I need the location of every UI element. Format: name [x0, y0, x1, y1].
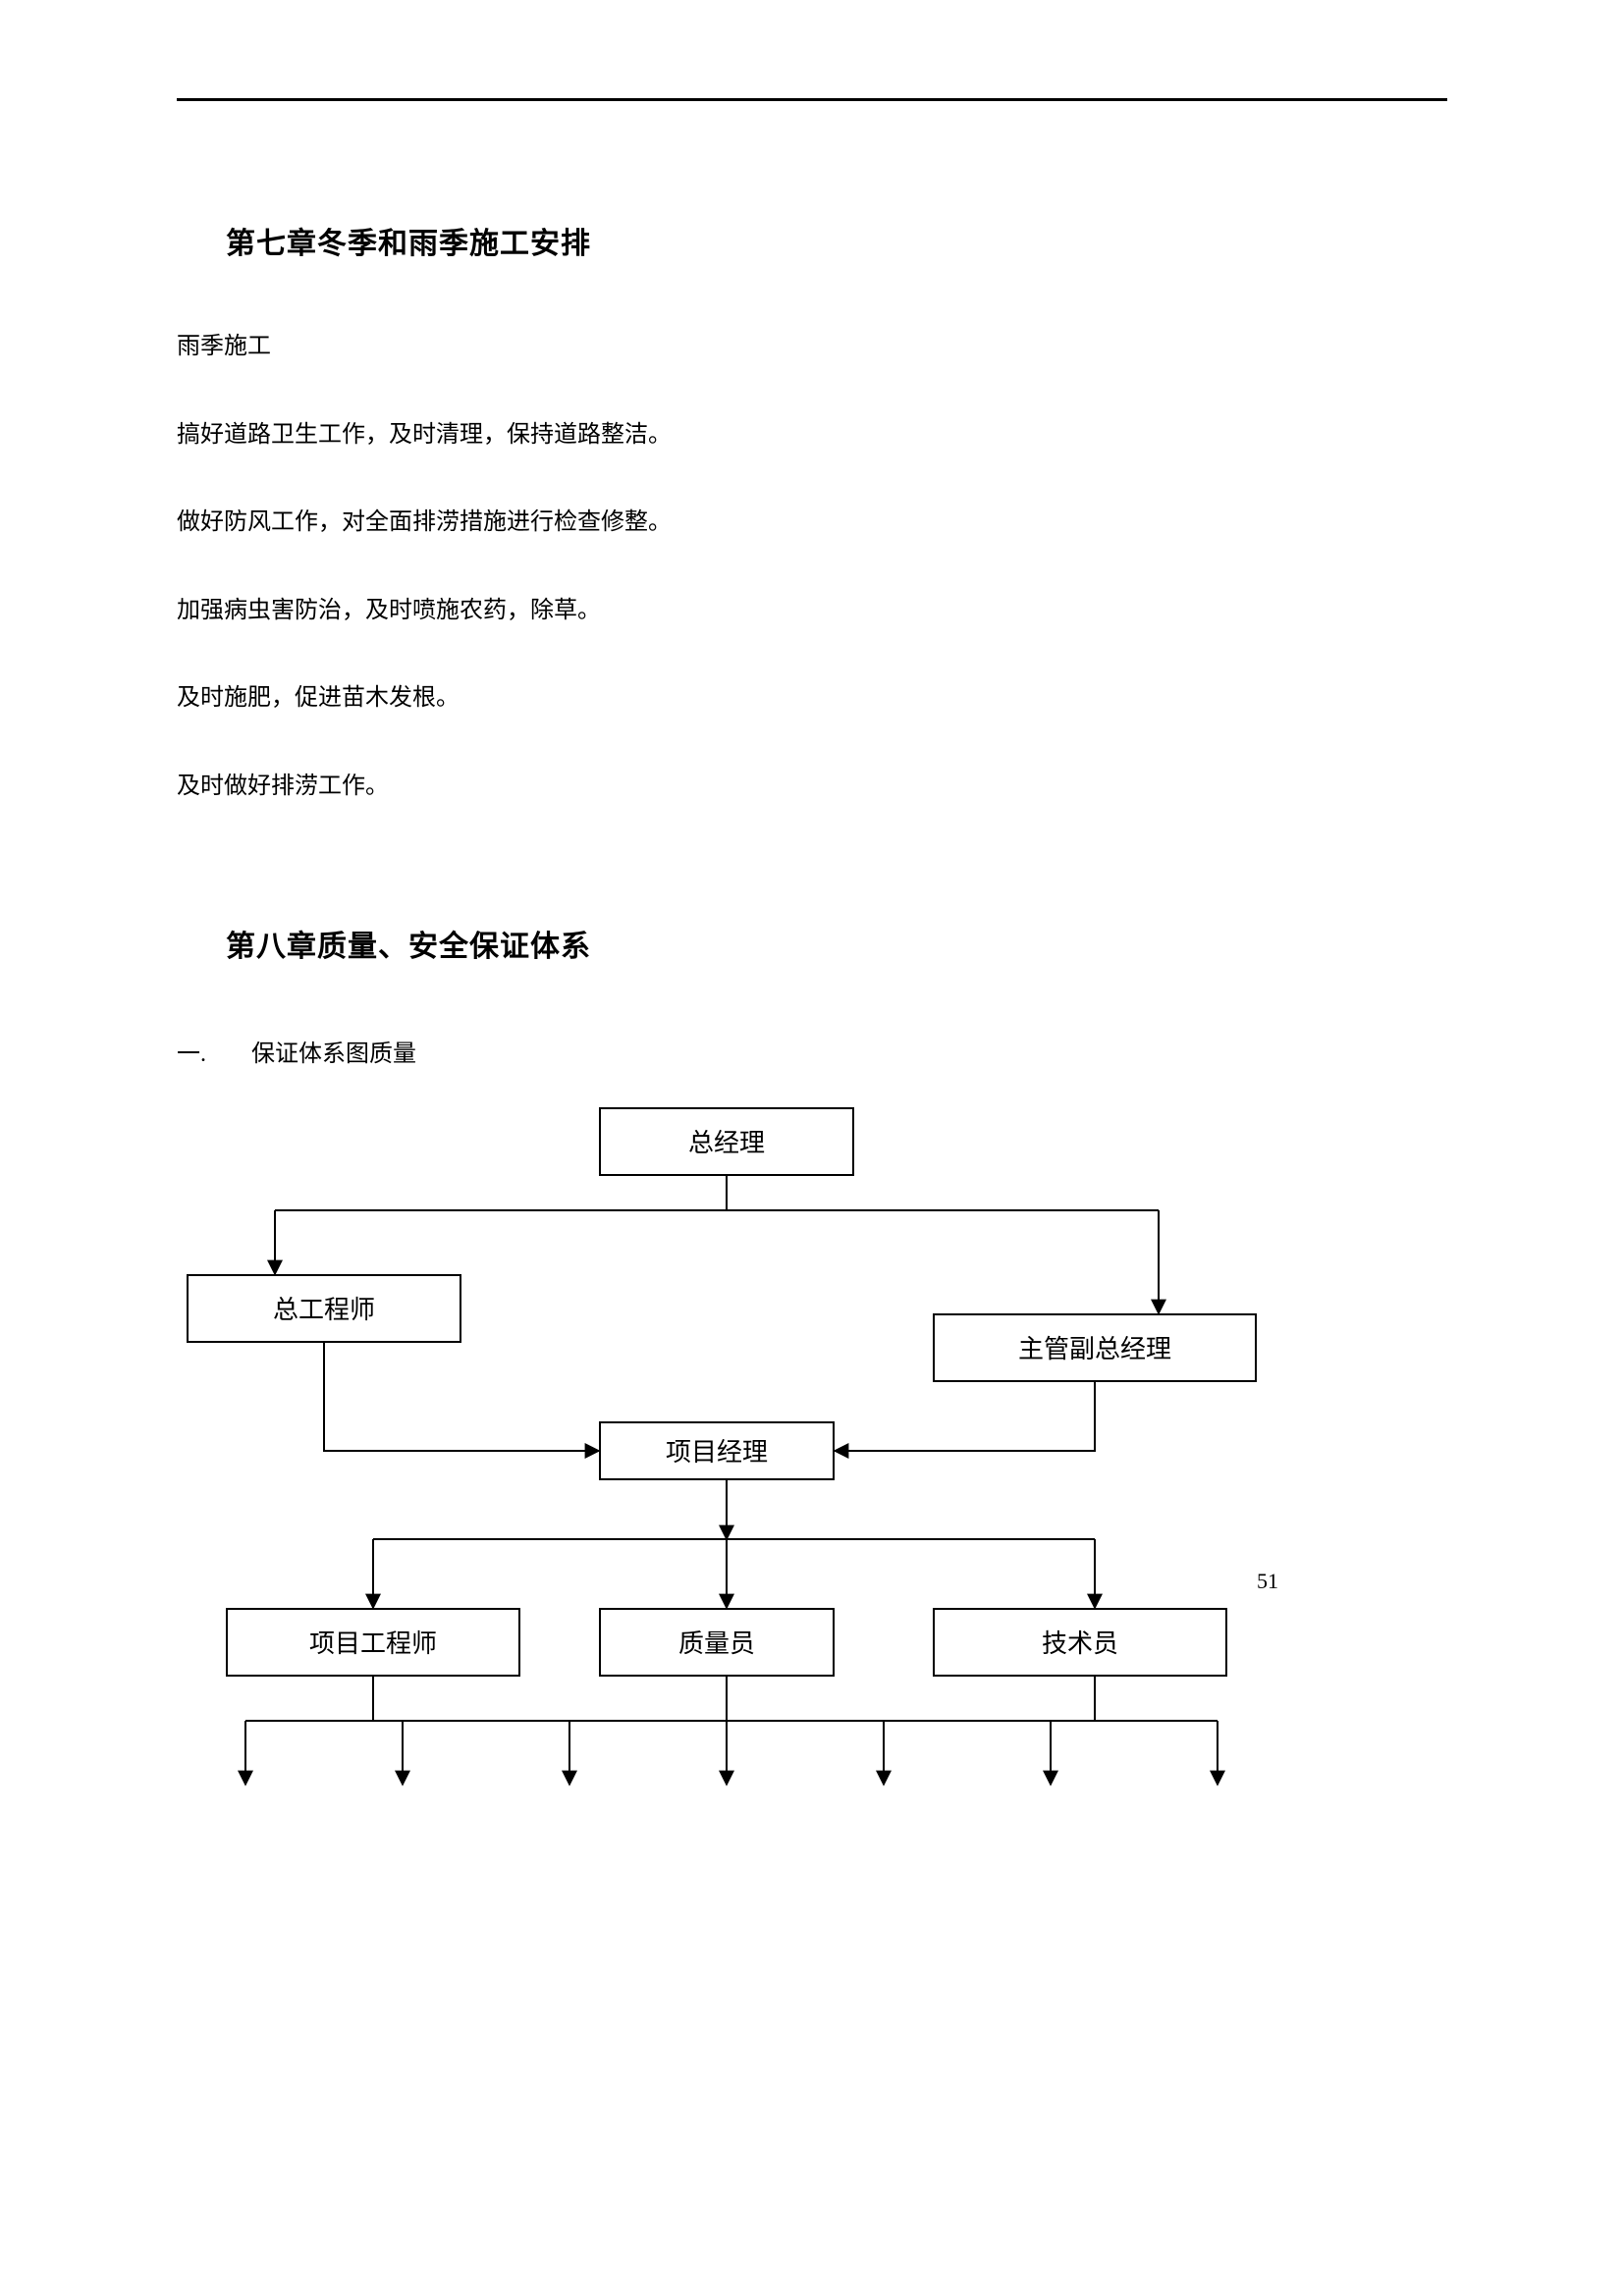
- flow-node-quality: 质量员: [599, 1608, 835, 1677]
- list-item: 一. 保证体系图质量: [177, 1034, 1447, 1068]
- list-label: 保证体系图质量: [251, 1041, 416, 1067]
- paragraph: 及时施肥，促进苗木发根。: [177, 682, 1447, 716]
- paragraph: 及时做好排涝工作。: [177, 771, 1447, 804]
- page-number: 51: [1257, 1569, 1278, 1594]
- chapter7-subtitle: 雨季施工: [177, 331, 1447, 364]
- flow-node-gm: 总经理: [599, 1107, 854, 1176]
- flow-node-chief_eng: 总工程师: [187, 1274, 461, 1343]
- quality-flowchart: 总经理总工程师主管副总经理项目经理项目工程师 质量员 技术员 51: [177, 1107, 1447, 1991]
- flowchart-edges: [177, 1107, 1447, 1991]
- flow-node-pm: 项目经理: [599, 1421, 835, 1480]
- paragraph: 加强病虫害防治，及时喷施农药，除草。: [177, 595, 1447, 628]
- paragraph: 做好防风工作，对全面排涝措施进行检查修整。: [177, 507, 1447, 540]
- flow-edge: [835, 1382, 1095, 1451]
- chapter7-title: 第七章冬季和雨季施工安排: [226, 219, 1447, 262]
- flow-node-tech: 技术员: [933, 1608, 1227, 1677]
- flow-node-vp: 主管副总经理: [933, 1313, 1257, 1382]
- flow-node-proj_ce: 项目工程师: [226, 1608, 520, 1677]
- chapter8-title: 第八章质量、安全保证体系: [226, 922, 1447, 965]
- flow-edge: [324, 1343, 599, 1451]
- header-rule: [177, 98, 1447, 101]
- list-number: 一.: [177, 1034, 245, 1068]
- paragraph: 搞好道路卫生工作，及时清理，保持道路整洁。: [177, 419, 1447, 453]
